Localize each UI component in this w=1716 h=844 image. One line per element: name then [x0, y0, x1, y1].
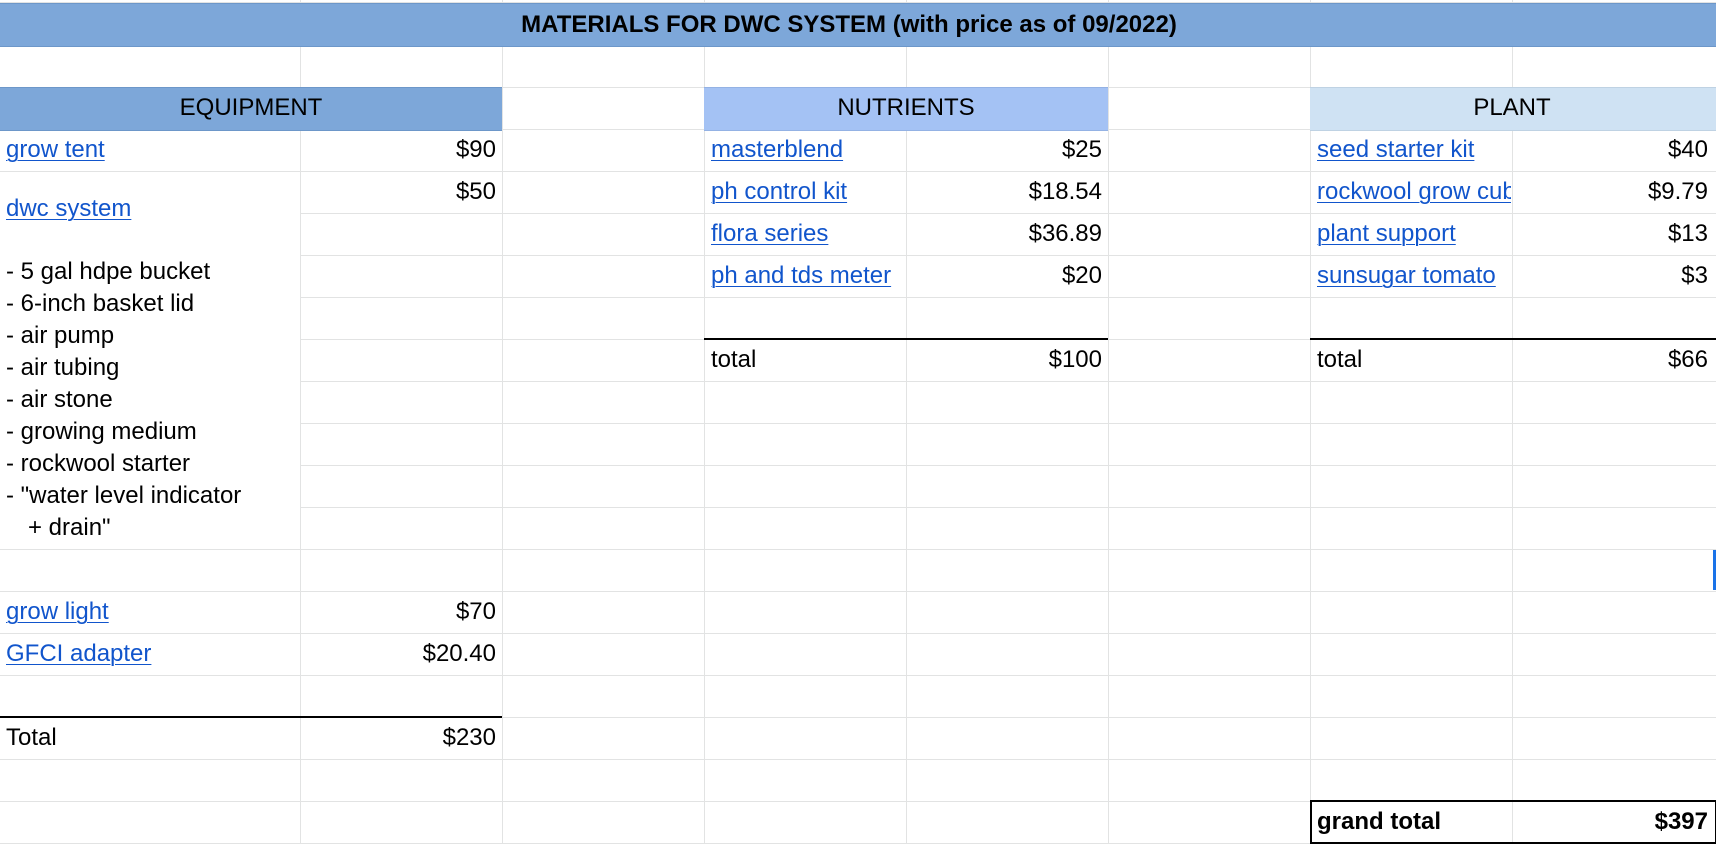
nutrients-item-link[interactable]: ph control kit — [711, 178, 848, 205]
plant-item-link[interactable]: plant support — [1317, 220, 1456, 247]
gridline — [0, 801, 1716, 802]
list-item: - rockwool starter — [6, 450, 191, 477]
plant-item-link[interactable]: seed starter kit — [1317, 136, 1475, 163]
nutrients-item-price: $18.54 — [1028, 178, 1102, 205]
gridline — [0, 591, 1716, 592]
page-title: MATERIALS FOR DWC SYSTEM (with price as … — [521, 11, 1177, 38]
nutrients-total-label: total — [711, 346, 757, 373]
list-item: - 5 gal hdpe bucket — [6, 258, 211, 285]
grand-total-label: grand total — [1317, 808, 1441, 835]
gridline — [0, 507, 1716, 508]
gridline — [0, 423, 1716, 424]
equipment-item-link[interactable]: grow light — [6, 598, 109, 625]
gridline — [0, 633, 1716, 634]
total-border — [704, 338, 1108, 340]
list-item: - growing medium — [6, 418, 197, 445]
plant-item-link[interactable]: rockwool grow cubes — [1317, 178, 1511, 205]
equipment-total-label: Total — [6, 724, 57, 751]
gridline — [0, 297, 1716, 298]
gridline — [0, 255, 1716, 256]
total-border — [1310, 338, 1716, 340]
equipment-item-price: $70 — [455, 598, 496, 625]
gridline — [704, 0, 705, 844]
plant-total-label: total — [1317, 346, 1363, 373]
equipment-item-price: $90 — [455, 136, 496, 163]
nutrients-total-value: $100 — [1048, 346, 1102, 373]
nutrients-item-link[interactable]: flora series — [711, 220, 829, 247]
gridline — [0, 675, 1716, 676]
plant-header: PLANT — [1473, 94, 1551, 121]
gridline — [0, 171, 1716, 172]
plant-item-price: $9.79 — [1647, 178, 1708, 205]
gridline — [502, 0, 503, 844]
nutrients-item-price: $36.89 — [1028, 220, 1102, 247]
gridline — [0, 759, 1716, 760]
plant-header-fill — [1310, 87, 1716, 131]
plant-total-value: $66 — [1667, 346, 1708, 373]
gridline — [1310, 0, 1311, 844]
gridline — [906, 0, 907, 844]
nutrients-item-link[interactable]: ph and tds meter — [711, 262, 892, 289]
gridline — [0, 381, 1716, 382]
gridline — [0, 717, 1716, 718]
list-item: - "water level indicator — [6, 482, 242, 509]
gridline — [0, 2, 1716, 3]
grand-total-box — [1310, 800, 1716, 844]
list-item: - air tubing — [6, 354, 120, 381]
plant-item-price: $40 — [1667, 136, 1708, 163]
gridline — [1512, 802, 1513, 842]
title-banner — [0, 3, 1716, 47]
equipment-item-price: $20.40 — [422, 640, 496, 667]
equipment-item-price: $50 — [455, 178, 496, 205]
selection-indicator — [1713, 550, 1716, 590]
nutrients-item-price: $25 — [1061, 136, 1102, 163]
list-item: - air pump — [6, 322, 115, 349]
list-item: - 6-inch basket lid — [6, 290, 195, 317]
equipment-item-link[interactable]: GFCI adapter — [6, 640, 152, 667]
plant-item-price: $13 — [1667, 220, 1708, 247]
equipment-header: EQUIPMENT — [179, 94, 323, 121]
list-item: + drain" — [28, 514, 111, 541]
equipment-item-link[interactable]: grow tent — [6, 136, 105, 163]
equipment-header-fill — [0, 87, 502, 131]
grand-total-value: $397 — [1654, 808, 1708, 835]
equipment-item-link[interactable]: dwc system — [6, 195, 132, 222]
nutrients-item-link[interactable]: masterblend — [711, 136, 844, 163]
plant-item-price: $3 — [1681, 262, 1708, 289]
gridline — [1108, 0, 1109, 844]
nutrients-header: NUTRIENTS — [837, 94, 975, 121]
total-border — [0, 716, 502, 718]
gridline — [1512, 0, 1513, 844]
gridline — [0, 465, 1716, 466]
nutrients-header-fill — [704, 87, 1108, 131]
merged-cell — [0, 172, 300, 548]
nutrients-item-price: $20 — [1061, 262, 1102, 289]
gridline — [300, 0, 301, 844]
plant-item-link[interactable]: sunsugar tomato — [1317, 262, 1496, 289]
list-item: - air stone — [6, 386, 113, 413]
gridline — [0, 213, 1716, 214]
equipment-total-value: $230 — [442, 724, 496, 751]
gridline — [0, 549, 1716, 550]
